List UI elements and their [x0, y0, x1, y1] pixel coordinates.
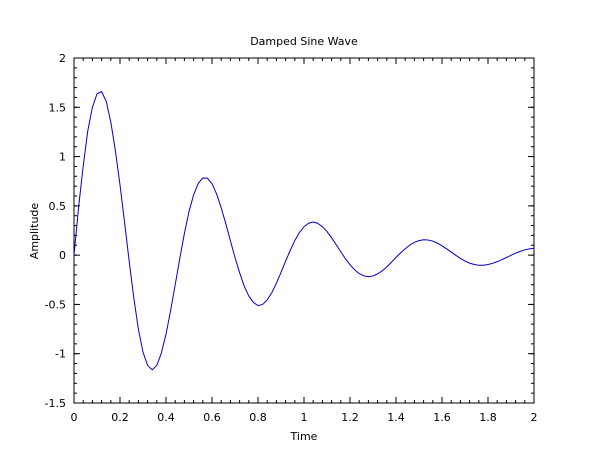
x-tick-label: 1.4 — [387, 411, 405, 424]
x-tick-label: 1.2 — [341, 411, 359, 424]
x-tick-label: 1 — [301, 411, 308, 424]
x-tick-label: 0.2 — [111, 411, 129, 424]
y-axis-label: Amplitude — [28, 203, 41, 260]
x-tick-label: 0.8 — [249, 411, 267, 424]
y-tick-label: -0.5 — [45, 298, 66, 311]
x-tick-labels: 0 0.2 0.4 0.6 0.8 1 1.2 1.4 1.6 1.8 2 — [71, 411, 538, 424]
y-tick-label: -1.5 — [45, 397, 66, 410]
series-line-0 — [73, 91, 535, 371]
y-tick-label: 1.5 — [49, 101, 67, 114]
y-tick-labels: -1.5 -1 -0.5 0 0.5 1 1.5 2 — [45, 52, 66, 410]
x-tick-label: 2 — [531, 411, 538, 424]
x-tick-label: 0.4 — [157, 411, 175, 424]
y-tick-label: 0 — [59, 249, 66, 262]
series-group — [73, 91, 535, 371]
x-tick-label: 0.6 — [203, 411, 221, 424]
axis-ticks — [73, 57, 535, 404]
y-tick-label: 1 — [59, 151, 66, 164]
y-tick-label: 0.5 — [49, 200, 67, 213]
x-axis-label: Time — [290, 430, 318, 443]
y-tick-label: -1 — [55, 348, 66, 361]
chart-title: Damped Sine Wave — [250, 35, 358, 48]
x-tick-label: 1.8 — [479, 411, 497, 424]
y-tick-label: 2 — [59, 52, 66, 65]
x-tick-label: 0 — [71, 411, 78, 424]
x-tick-label: 1.6 — [433, 411, 451, 424]
